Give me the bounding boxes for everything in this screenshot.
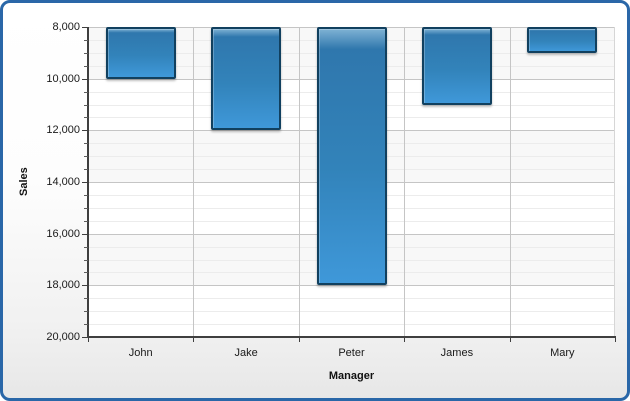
y-minor-tick xyxy=(84,194,88,196)
y-minor-tick xyxy=(84,246,88,248)
x-major-tick xyxy=(193,337,195,342)
major-gridline xyxy=(88,285,615,287)
category-boundary-gridline xyxy=(404,27,406,337)
category-boundary-gridline xyxy=(509,27,511,337)
y-tick-label: 10,000 xyxy=(46,72,80,85)
category-boundary-gridline xyxy=(298,27,300,337)
y-major-tick xyxy=(82,27,88,28)
y-minor-tick xyxy=(84,259,88,261)
y-minor-tick xyxy=(84,220,88,222)
y-minor-tick xyxy=(84,52,88,54)
y-major-tick xyxy=(82,130,88,132)
y-minor-tick xyxy=(84,207,88,209)
y-minor-tick xyxy=(84,65,88,67)
y-minor-tick xyxy=(84,39,88,41)
x-axis-line xyxy=(87,336,616,338)
category-label-peter: Peter xyxy=(338,347,365,359)
x-major-tick xyxy=(509,337,511,342)
x-major-tick xyxy=(298,337,300,342)
y-minor-tick xyxy=(84,91,88,93)
y-major-tick xyxy=(82,233,88,235)
y-tick-label: 18,000 xyxy=(46,279,80,292)
y-minor-tick xyxy=(84,156,88,158)
bar-jake xyxy=(211,27,282,131)
y-major-tick xyxy=(82,182,88,183)
minor-gridline xyxy=(88,298,615,300)
y-minor-tick xyxy=(84,143,88,145)
bar-john xyxy=(105,27,176,79)
y-tick-label: 14,000 xyxy=(46,176,80,188)
y-minor-tick xyxy=(84,104,88,106)
category-boundary-gridline xyxy=(193,27,195,337)
y-tick-label: 8,000 xyxy=(52,21,80,33)
y-tick-label: 20,000 xyxy=(46,331,80,343)
bar-james xyxy=(421,27,492,105)
y-major-tick xyxy=(82,337,88,338)
x-major-tick xyxy=(88,337,89,342)
y-minor-tick xyxy=(84,298,88,300)
y-minor-tick xyxy=(84,169,88,171)
category-label-mary: Mary xyxy=(550,347,575,359)
plot-area xyxy=(88,27,615,337)
x-major-tick xyxy=(404,337,406,342)
category-label-james: James xyxy=(440,347,474,359)
bar-peter xyxy=(316,27,387,286)
y-minor-tick xyxy=(84,324,88,326)
category-label-john: John xyxy=(128,347,153,359)
y-tick-label: 16,000 xyxy=(46,227,80,240)
category-label-jake: Jake xyxy=(234,347,258,359)
x-axis-title: Manager xyxy=(328,370,375,382)
y-minor-tick xyxy=(84,311,88,313)
y-minor-tick xyxy=(84,117,88,119)
y-tick-label: 12,000 xyxy=(46,124,80,137)
x-major-tick xyxy=(615,337,616,342)
y-major-tick xyxy=(82,285,88,287)
y-major-tick xyxy=(82,78,88,80)
bar-mary xyxy=(527,27,598,53)
plot-right-border xyxy=(614,27,615,337)
minor-gridline xyxy=(88,311,615,313)
minor-gridline xyxy=(88,324,615,326)
y-minor-tick xyxy=(84,272,88,274)
